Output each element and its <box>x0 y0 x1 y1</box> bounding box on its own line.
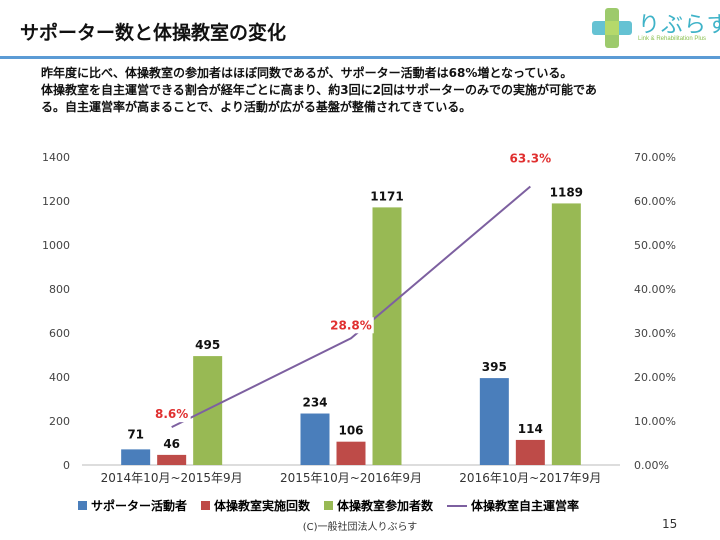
chart-legend: サポーター活動者 体操教室実施回数 体操教室参加者数 体操教室自主運営率 <box>78 497 593 514</box>
line-label-background <box>328 317 374 334</box>
bar <box>300 413 330 465</box>
summary-line: 昨年度に比べ、体操教室の参加者はほぼ同数であるが、サポーター活動者は68%増とな… <box>41 66 573 80</box>
right-axis-tick-label: 70.00% <box>634 151 676 164</box>
right-axis-tick-label: 40.00% <box>634 283 676 296</box>
logo-cross-icon <box>592 8 632 48</box>
bar <box>193 356 223 465</box>
legend-item-self-run-rate: 体操教室自主運営率 <box>447 497 579 514</box>
legend-item-participants: 体操教室参加者数 <box>324 497 433 514</box>
left-axis-tick-label: 1400 <box>42 151 70 164</box>
right-axis-tick-label: 60.00% <box>634 195 676 208</box>
legend-item-supporters: サポーター活動者 <box>78 497 187 514</box>
logo: りぶらす Link & Rehabilitation Plus <box>588 6 720 52</box>
left-axis-tick-label: 1000 <box>42 239 70 252</box>
line-label-background <box>152 406 191 423</box>
page-number: 15 <box>662 517 678 531</box>
bar <box>372 207 402 465</box>
bar-data-label: 114 <box>518 422 543 436</box>
bar-data-label: 1171 <box>370 189 403 203</box>
bar <box>157 454 187 465</box>
right-axis-tick-label: 10.00% <box>634 415 676 428</box>
legend-label: 体操教室実施回数 <box>214 499 311 513</box>
bar <box>121 449 151 465</box>
legend-line-swatch <box>447 504 468 507</box>
header-divider <box>0 56 720 59</box>
legend-label: サポーター活動者 <box>91 499 188 513</box>
line-data-label: 28.8% <box>330 318 372 332</box>
summary-line: 体操教室を自主運営できる割合が経年ごとに高まり、約3回に2回はサポーターのみでの… <box>41 83 597 97</box>
line-label-background <box>507 150 554 167</box>
bar-data-label: 234 <box>302 396 327 410</box>
left-axis-tick-label: 400 <box>49 371 70 384</box>
bar <box>551 203 581 466</box>
legend-swatch <box>324 501 334 510</box>
bar-data-label: 106 <box>338 424 363 438</box>
right-axis-tick-label: 30.00% <box>634 327 676 340</box>
left-axis-tick-label: 200 <box>49 415 70 428</box>
legend-item-sessions: 体操教室実施回数 <box>201 497 310 514</box>
left-axis-tick-label: 800 <box>49 283 70 296</box>
bar <box>336 441 366 465</box>
legend-label: 体操教室自主運営率 <box>471 499 580 513</box>
line-series <box>171 185 531 429</box>
summary-line: る。自主運営率が高まることで、より活動が広がる基盤が整備されてきている。 <box>41 100 472 114</box>
legend-swatch <box>201 501 211 510</box>
left-axis-tick-label: 0 <box>63 459 70 472</box>
category-tick-label: 2014年10月~2015年9月 <box>101 471 243 485</box>
bar <box>515 439 545 465</box>
category-tick-label: 2016年10月~2017年9月 <box>459 471 601 485</box>
slide-title: サポーター数と体操教室の変化 <box>20 22 287 44</box>
right-axis-tick-label: 20.00% <box>634 371 676 384</box>
bar-data-label: 395 <box>482 360 507 374</box>
footer-copyright: (C)一般社団法人りぶらす <box>302 522 418 533</box>
logo-text: りぶらす <box>638 13 720 38</box>
left-axis-tick-label: 600 <box>49 327 70 340</box>
right-axis-tick-label: 0.00% <box>634 459 669 472</box>
bar <box>479 378 509 465</box>
line-data-label: 63.3% <box>510 151 552 165</box>
legend-label: 体操教室参加者数 <box>337 499 434 513</box>
bar-data-label: 71 <box>127 427 144 441</box>
legend-swatch <box>78 501 87 510</box>
bar-data-label: 46 <box>163 437 180 451</box>
bar-data-label: 1189 <box>550 185 583 199</box>
left-axis-tick-label: 1200 <box>42 195 70 208</box>
logo-subtext: Link & Rehabilitation Plus <box>638 36 707 42</box>
category-tick-label: 2015年10月~2016年9月 <box>280 471 422 485</box>
right-axis-tick-label: 50.00% <box>634 239 676 252</box>
line-data-label: 8.6% <box>155 407 188 421</box>
summary-text: 昨年度に比べ、体操教室の参加者はほぼ同数であるが、サポーター活動者は68%増とな… <box>41 65 701 116</box>
bar-data-label: 495 <box>195 338 220 352</box>
